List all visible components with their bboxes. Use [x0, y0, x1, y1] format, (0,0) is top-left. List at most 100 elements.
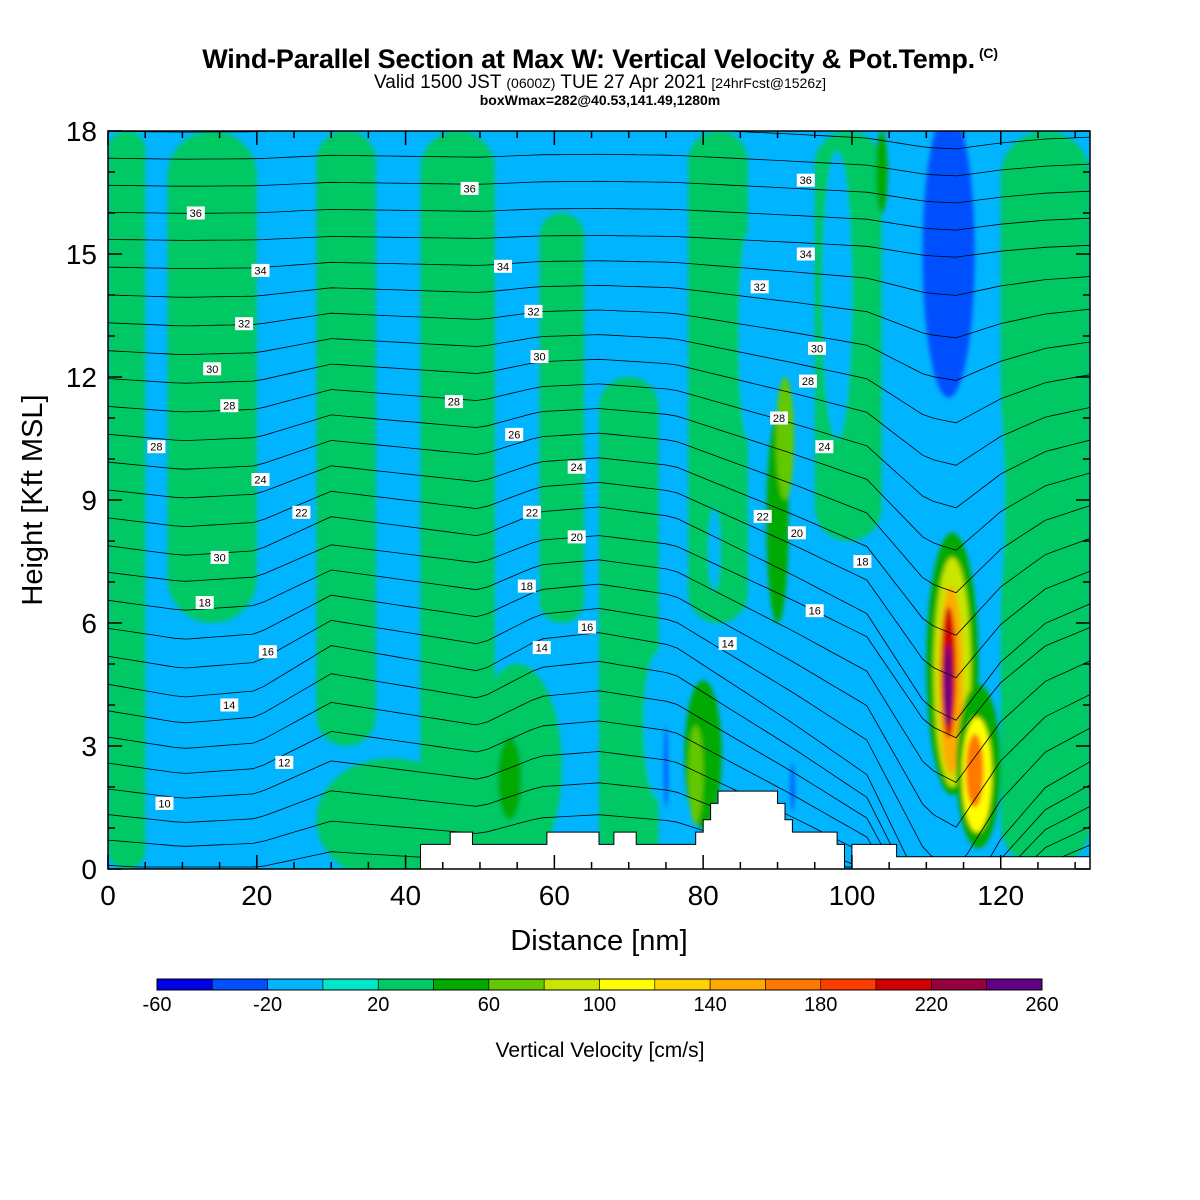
isentrope-label: 16 — [258, 645, 277, 659]
isentrope-label: 18 — [517, 579, 536, 593]
isentrope-label-text: 16 — [581, 622, 593, 634]
isentrope-label-box — [753, 509, 772, 523]
isentrope-label-box — [718, 637, 737, 650]
velocity-band — [688, 131, 748, 623]
chart-subtitle: Valid 1500 JST (0600Z) TUE 27 Apr 2021 [… — [0, 72, 1200, 94]
isentrope-label-text: 14 — [223, 700, 235, 712]
colorbar-swatch — [599, 978, 656, 991]
colorbar-swatch — [543, 978, 600, 991]
isentrope-label-box — [567, 530, 586, 544]
velocity-cell — [982, 377, 1005, 623]
isentrope-label-text: 16 — [809, 606, 821, 618]
colorbar-swatch — [986, 978, 1043, 991]
y-tick-label: 12 — [66, 362, 97, 393]
velocity-band — [167, 131, 257, 623]
isentrope-label: 36 — [186, 206, 205, 220]
valid-date: TUE 27 Apr 2021 — [560, 72, 707, 93]
colorbar-swatch — [709, 978, 766, 991]
isentrope-label: 32 — [235, 317, 254, 331]
isentrope-20 — [108, 559, 1090, 784]
isentrope-label: 30 — [210, 550, 229, 564]
isentrope-label-box — [235, 317, 254, 331]
isentrope-label: 28 — [147, 440, 166, 454]
isentrope-label-box — [578, 620, 597, 634]
isentrope-label-box — [770, 411, 788, 425]
isentrope-label: 30 — [530, 350, 549, 364]
isentrope-label: 12 — [275, 755, 294, 769]
velocity-cell — [708, 508, 721, 591]
x-tick-label: 0 — [100, 880, 116, 911]
axis-ticks — [107, 130, 1090, 870]
colorbar-tick-label: 20 — [367, 994, 389, 1016]
colorbar — [156, 978, 1043, 991]
isentrope-label-text: 22 — [526, 507, 538, 519]
isentrope-label: 16 — [805, 604, 824, 618]
forecast-info: [24hrFcst@1526z] — [711, 75, 826, 91]
velocity-fill — [108, 131, 1090, 869]
colorbar-swatch — [267, 978, 324, 991]
isentrope-label-box — [805, 604, 824, 618]
velocity-cell — [875, 131, 888, 213]
velocity-cell — [688, 725, 704, 824]
isentrope-label-box — [203, 362, 222, 376]
isentrope-label-box — [494, 259, 512, 273]
isentrope-21 — [108, 535, 1090, 739]
velocity-cell — [755, 131, 771, 213]
y-tick-label: 0 — [81, 854, 97, 885]
isentrope-label-box — [195, 596, 214, 609]
x-tick-label: 100 — [829, 880, 876, 911]
isentrope-label-text: 34 — [497, 261, 509, 273]
isentrope-label: 22 — [292, 505, 311, 519]
copyright-mark: (C) — [978, 45, 998, 61]
isentrope-label-text: 28 — [448, 397, 460, 409]
isentrope-labels: 36 34 32 30 28 28 24 22 30 18 16 14 12 10 36 34 32 30 28 26… — [147, 173, 872, 810]
isentrope-26 — [108, 408, 1090, 551]
isentrope-30 — [108, 309, 1090, 381]
isentrope-label: 22 — [753, 509, 772, 523]
colorbar-swatch — [433, 978, 490, 991]
isentrope-label-box — [799, 374, 817, 388]
velocity-band — [316, 131, 376, 746]
colorbar-tick-label: 220 — [915, 994, 948, 1016]
velocity-band — [108, 131, 146, 869]
isentrope-32 — [108, 260, 1090, 296]
colorbar-swatch — [322, 978, 379, 991]
isentrope-label-text: 14 — [722, 639, 734, 651]
x-tick-label: 80 — [688, 880, 719, 911]
velocity-cell — [790, 762, 795, 812]
isentrope-label: 28 — [220, 399, 239, 413]
isentrope-label-text: 18 — [199, 598, 211, 610]
isentrope-label-text: 20 — [571, 532, 583, 544]
x-tick-labels: 0 20 40 60 80 100 120 — [100, 880, 1024, 911]
isentrope-label: 34 — [251, 263, 270, 277]
y-tick-label: 3 — [81, 731, 97, 762]
isentrope-label-box — [220, 698, 239, 712]
isentrope-label: 24 — [251, 473, 270, 487]
isentrope-label-text: 26 — [508, 429, 520, 441]
valid-time-utc: (0600Z) — [506, 75, 556, 91]
colorbar-tick-label: 100 — [583, 994, 616, 1016]
isentrope-label-box — [251, 263, 270, 277]
colorbar-tick-label: 180 — [804, 994, 837, 1016]
terrain — [108, 790, 1090, 869]
isentrope-label: 22 — [523, 505, 541, 519]
isentrope-label: 28 — [770, 411, 788, 425]
isentrope-label-text: 24 — [818, 442, 830, 454]
isentrope-label-box — [275, 755, 294, 769]
isentrope-label-box — [505, 427, 524, 441]
colorbar-swatch — [488, 978, 545, 991]
chart-title: Wind-Parallel Section at Max W: Vertical… — [0, 44, 1200, 75]
colorbar-tick-label: 140 — [693, 994, 726, 1016]
colorbar-swatch — [820, 978, 877, 991]
colorbar-swatch — [765, 978, 822, 991]
chart-title-text: Wind-Parallel Section at Max W: Vertical… — [202, 44, 975, 74]
isentrope-label-text: 10 — [158, 798, 170, 810]
velocity-cell — [822, 151, 852, 439]
x-tick-label: 120 — [977, 880, 1024, 911]
isentrope-label-box — [787, 526, 806, 540]
isentrope-label-box — [750, 280, 769, 294]
isentrope-label: 28 — [799, 374, 817, 388]
y-tick-label: 18 — [66, 116, 97, 147]
isentrope-label: 34 — [796, 247, 815, 261]
